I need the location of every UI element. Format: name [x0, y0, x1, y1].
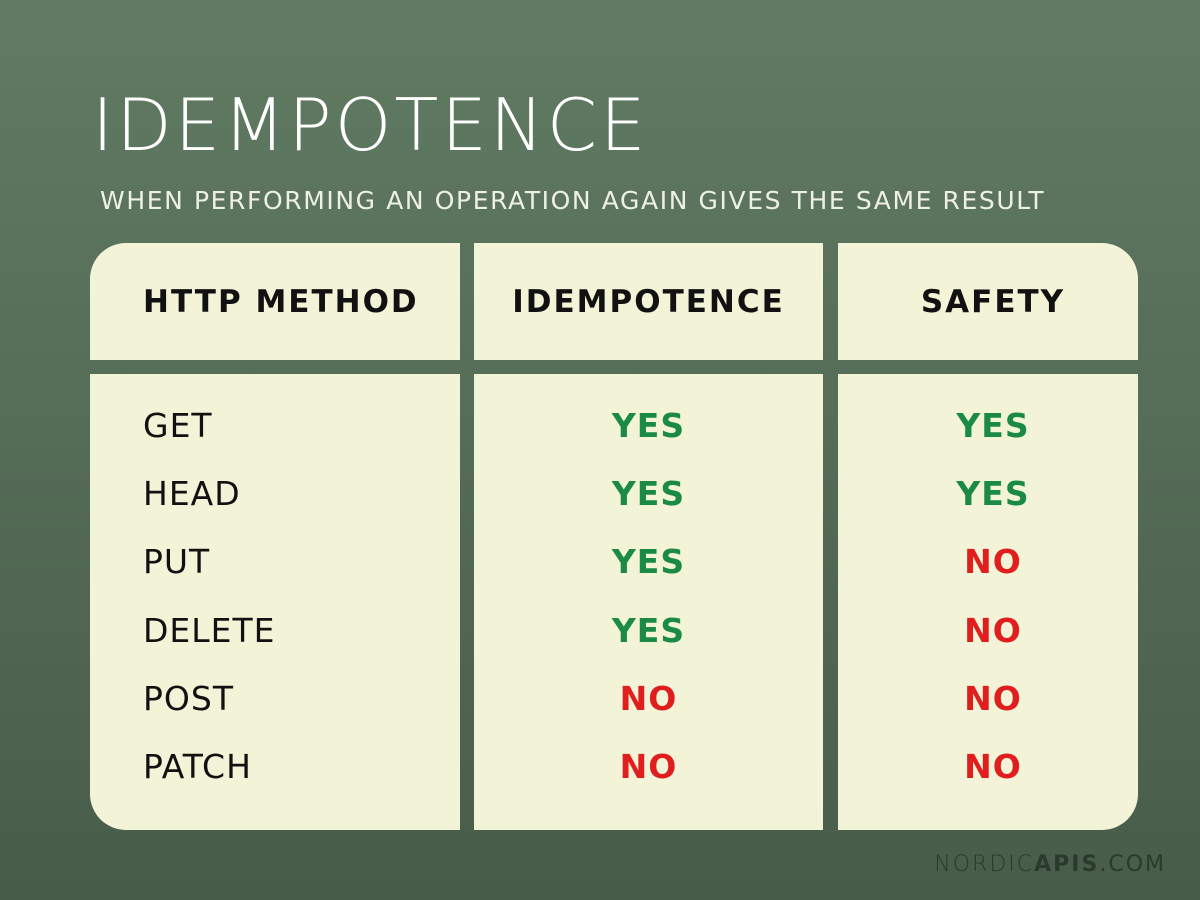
method-cell: HEAD	[143, 474, 241, 514]
value-cell: YES	[956, 406, 1030, 445]
column-header: HTTP METHOD	[143, 283, 419, 320]
value-cell: YES	[611, 542, 686, 582]
value-cell: NO	[619, 678, 678, 718]
column-header: SAFETY	[920, 283, 1066, 320]
body-cell	[838, 374, 1138, 830]
value-cell: YES	[611, 474, 686, 514]
body-cell	[90, 374, 460, 830]
value-cell: NO	[964, 542, 1022, 582]
brand-part: .COM	[1099, 852, 1166, 877]
header-cell	[474, 243, 823, 360]
value-cell: YES	[611, 610, 686, 650]
value-cell: NO	[964, 610, 1022, 650]
method-cell: POST	[143, 678, 234, 718]
value-cell: YES	[611, 406, 686, 445]
value-cell: YES	[956, 474, 1030, 514]
value-cell: NO	[619, 747, 678, 786]
method-cell: GET	[143, 406, 213, 445]
header-cell	[838, 243, 1138, 360]
subtitle: WHEN PERFORMING AN OPERATION AGAIN GIVES…	[100, 186, 1046, 215]
body-cell	[474, 374, 823, 830]
footer: NORDICAPIS.COM	[934, 852, 1166, 877]
brand-part: APIS	[1034, 852, 1100, 877]
column-header: IDEMPOTENCE	[512, 283, 785, 320]
header-cell	[90, 243, 460, 360]
method-cell: PUT	[143, 542, 211, 582]
title: IDEMPOTENCE	[92, 83, 649, 167]
method-cell: DELETE	[143, 610, 276, 650]
brand-part: NORDIC	[934, 852, 1035, 877]
value-cell: NO	[964, 678, 1022, 718]
value-cell: NO	[964, 747, 1022, 786]
method-cell: PATCH	[143, 747, 252, 786]
